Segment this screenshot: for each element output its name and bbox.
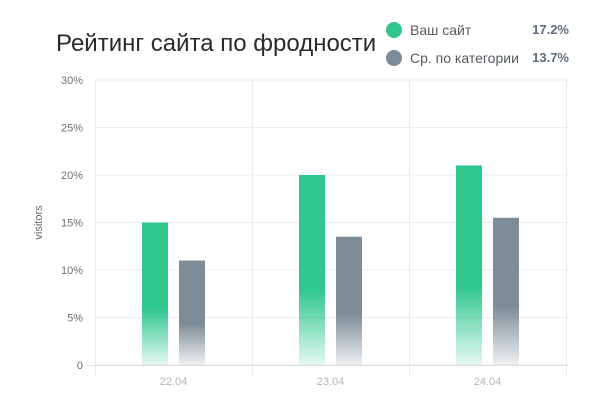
legend-value-category-avg: 13.7%: [532, 50, 569, 65]
bars: [142, 165, 519, 366]
bar-category-avg-23.04[interactable]: [336, 236, 362, 365]
bar-your-site-23.04[interactable]: [299, 175, 325, 365]
bar-your-site-24.04[interactable]: [456, 165, 482, 366]
legend-item-category-avg[interactable]: Ср. по категории 13.7%: [386, 47, 576, 75]
legend-marker-your-site: [386, 22, 402, 38]
x-tick-label: 24.04: [474, 376, 502, 388]
legend-marker-category-avg: [386, 50, 402, 66]
x-tick-label: 23.04: [317, 376, 345, 388]
y-tick-label: 25%: [61, 123, 83, 135]
y-tick-label: 0: [77, 360, 83, 372]
x-tick-label: 22.04: [160, 376, 188, 388]
axes: 0 5% 10% 15% 20% 25% 30% visitors 22.04 23.04 24.0…: [33, 75, 568, 388]
y-tick-label: 5%: [67, 313, 83, 325]
legend-label-category-avg: Ср. по категории: [410, 50, 519, 66]
chart-title: Рейтинг сайта по фродности: [56, 30, 377, 57]
legend-value-your-site: 17.2%: [532, 22, 569, 37]
legend: Ваш сайт 17.2% Ср. по категории 13.7%: [386, 19, 576, 75]
legend-item-your-site[interactable]: Ваш сайт 17.2%: [386, 19, 576, 47]
y-tick-label: 20%: [61, 170, 83, 182]
bar-category-avg-22.04[interactable]: [179, 260, 205, 366]
y-tick-label: 15%: [61, 218, 83, 230]
y-axis-label: visitors: [33, 205, 45, 240]
legend-label-your-site: Ваш сайт: [410, 22, 472, 38]
y-tick-label: 30%: [61, 75, 83, 87]
y-tick-label: 10%: [61, 265, 83, 277]
bar-your-site-22.04[interactable]: [142, 222, 168, 366]
bar-category-avg-24.04[interactable]: [493, 217, 519, 365]
